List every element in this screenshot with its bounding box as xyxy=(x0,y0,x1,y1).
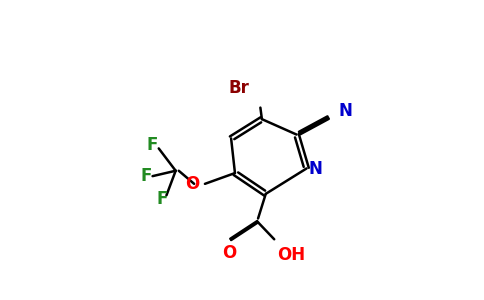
Text: F: F xyxy=(147,136,158,154)
Text: Br: Br xyxy=(228,80,249,98)
Text: O: O xyxy=(223,244,237,262)
Text: N: N xyxy=(339,103,353,121)
Text: F: F xyxy=(141,167,152,185)
Text: N: N xyxy=(309,160,323,178)
Text: OH: OH xyxy=(277,246,305,264)
Text: O: O xyxy=(185,175,199,193)
Text: F: F xyxy=(156,190,167,208)
